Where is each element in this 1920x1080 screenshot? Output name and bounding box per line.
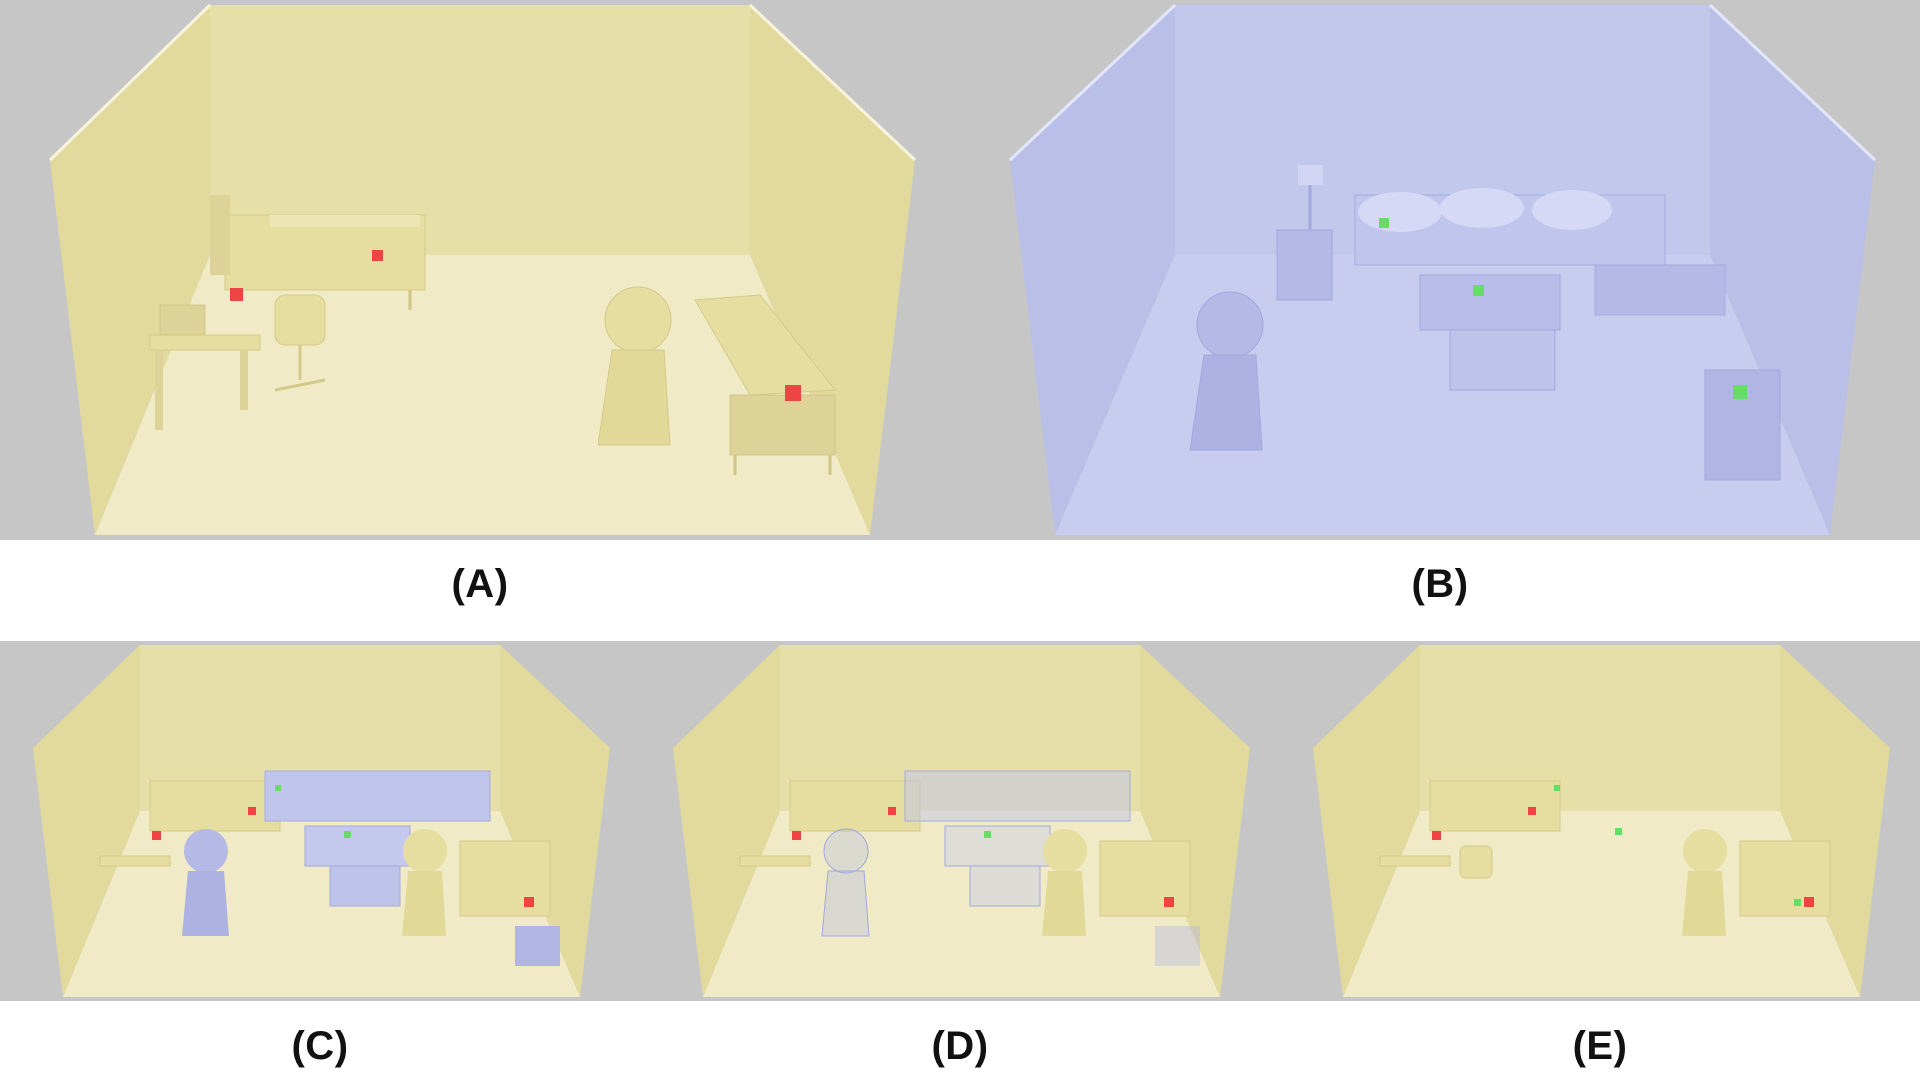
green-marker	[1794, 899, 1801, 906]
coffee-table	[304, 825, 411, 867]
bed	[789, 780, 921, 832]
red-marker	[785, 385, 801, 401]
red-marker	[230, 288, 243, 301]
panel-d-label: (D)	[931, 1024, 989, 1068]
panel-a-image	[0, 0, 960, 540]
ottoman	[1449, 329, 1556, 391]
red-marker	[248, 807, 256, 815]
yellow-pedestal	[403, 829, 447, 873]
blue-pedestal	[184, 829, 228, 873]
red-marker	[1432, 831, 1441, 840]
office-chair	[1459, 845, 1493, 879]
left-wall	[33, 645, 140, 997]
yellow-pedestal-base	[1682, 871, 1726, 936]
sofa	[694, 294, 836, 475]
yellow-pedestal	[1683, 829, 1727, 873]
bed	[210, 195, 426, 310]
desk	[739, 855, 811, 867]
sofa	[459, 840, 551, 917]
panel-b-label: (B)	[1411, 562, 1469, 606]
room-e-render	[1313, 645, 1890, 997]
ottoman	[329, 865, 401, 907]
bed	[1429, 780, 1561, 832]
green-marker	[1554, 785, 1560, 791]
room-a-render	[48, 3, 917, 535]
back-wall	[1420, 645, 1780, 811]
panel-a-label: (A)	[451, 562, 509, 606]
transparent-side-cabinet	[1155, 926, 1200, 966]
red-marker	[1804, 897, 1814, 907]
sectional-sofa	[1354, 188, 1726, 316]
left-wall	[50, 5, 210, 535]
green-marker	[984, 831, 991, 838]
left-wall	[673, 645, 780, 997]
floor	[703, 811, 1220, 997]
right-wall	[500, 645, 610, 997]
yellow-pedestal-base	[402, 871, 446, 936]
nightstand-with-lamp	[1276, 165, 1333, 301]
back-wall	[140, 645, 500, 811]
panel-c-image	[0, 641, 640, 1001]
green-marker	[1615, 828, 1622, 835]
left-wall	[1313, 645, 1420, 997]
green-marker	[1379, 218, 1389, 228]
transparent-sectional-sofa	[904, 770, 1131, 822]
pedestal	[1189, 291, 1264, 451]
transparent-pedestal-base	[821, 870, 870, 937]
red-marker	[792, 831, 801, 840]
right-wall	[1780, 645, 1890, 997]
bed	[149, 780, 281, 832]
panel-e-image	[1280, 641, 1920, 1001]
yellow-pedestal-base	[1042, 871, 1086, 936]
left-wall	[1010, 5, 1175, 535]
transparent-ottoman	[969, 865, 1041, 907]
red-marker	[888, 807, 896, 815]
red-marker	[524, 897, 534, 907]
panel-e-label: (E)	[1572, 1024, 1628, 1068]
right-wall	[750, 5, 915, 535]
panel-b-image	[960, 0, 1920, 540]
sectional-sofa	[264, 770, 491, 822]
desk	[1379, 855, 1451, 867]
room-c-render	[33, 645, 610, 997]
office-chair	[274, 294, 326, 392]
green-marker	[275, 785, 281, 791]
green-marker	[1473, 285, 1484, 296]
right-wall	[1140, 645, 1250, 997]
green-marker	[1733, 385, 1747, 399]
coffee-table	[1419, 274, 1561, 331]
right-wall	[1710, 5, 1875, 535]
sofa	[1739, 840, 1831, 917]
red-marker	[152, 831, 161, 840]
back-wall	[780, 645, 1140, 811]
red-marker	[1164, 897, 1174, 907]
panel-c-label: (C)	[291, 1024, 349, 1068]
room-d-render	[673, 645, 1250, 997]
panel-d-image	[640, 641, 1280, 1001]
red-marker	[372, 250, 383, 261]
sofa	[1099, 840, 1191, 917]
transparent-coffee-table	[944, 825, 1051, 867]
side-cabinet	[515, 926, 560, 966]
back-wall	[210, 5, 750, 255]
green-marker	[344, 831, 351, 838]
room-b-render	[1008, 3, 1877, 535]
desk	[149, 304, 261, 430]
desk	[99, 855, 171, 867]
blue-pedestal-base	[182, 871, 229, 936]
yellow-pedestal	[1043, 829, 1087, 873]
pedestal	[597, 286, 672, 446]
red-marker	[1528, 807, 1536, 815]
transparent-pedestal	[823, 828, 869, 874]
